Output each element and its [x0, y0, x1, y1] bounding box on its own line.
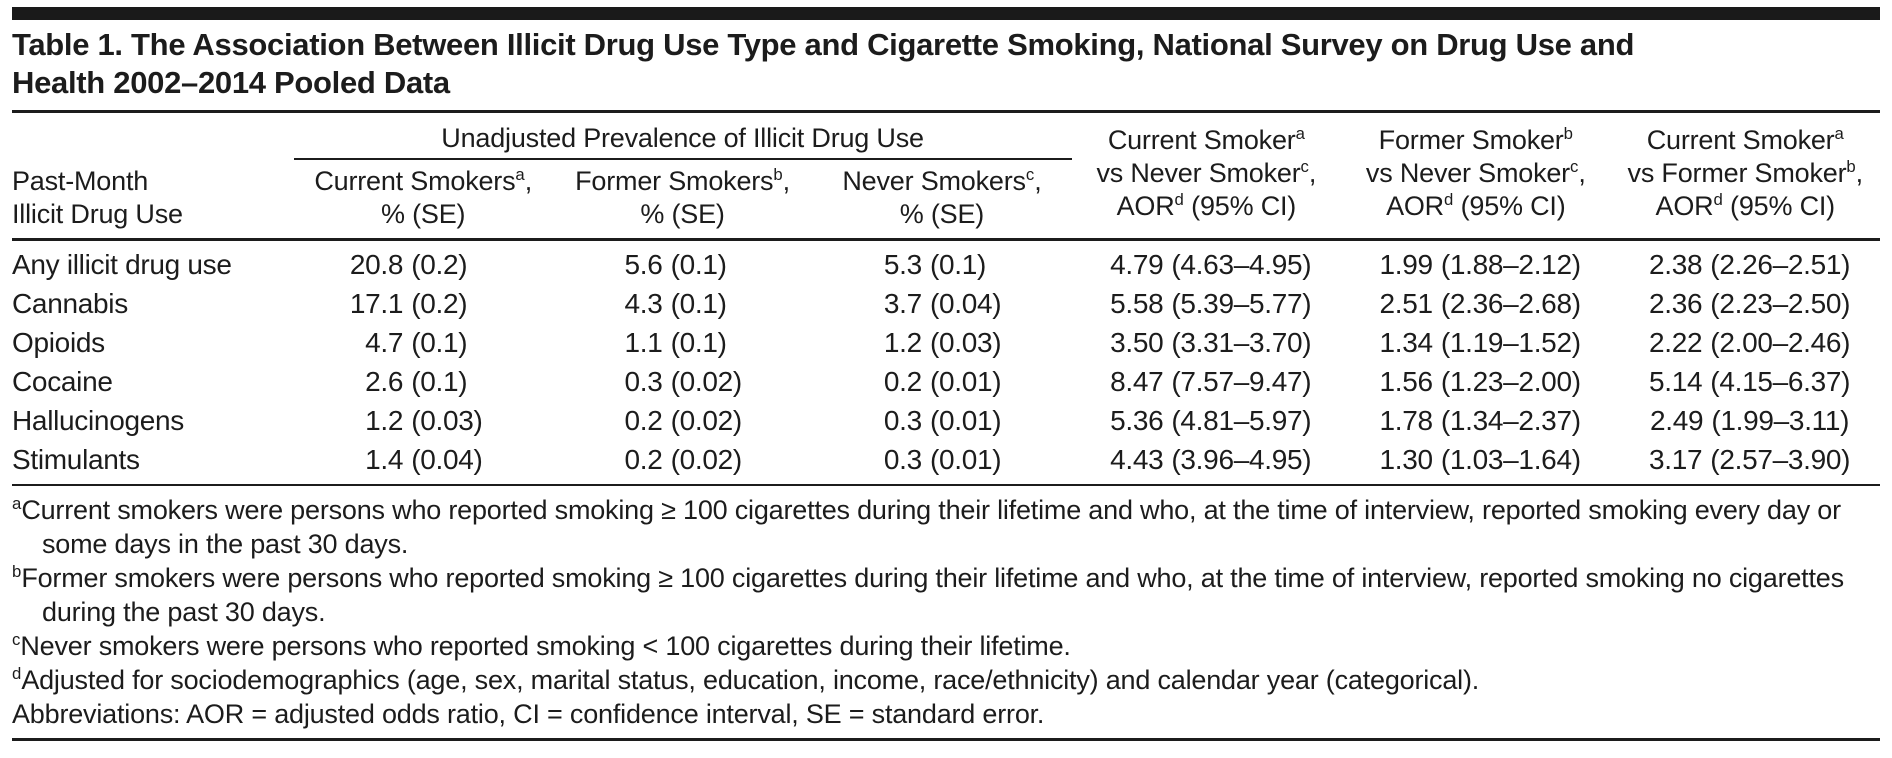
- table-row: Any illicit drug use 20.8 (0.2) 5.6 (0.1) 5.3…: [12, 240, 1880, 285]
- table-row: Cannabis 17.1 (0.2) 4.3 (0.1) 3.7 (0.04) 5.58 (5…: [12, 284, 1880, 323]
- table-cell: 3.17 (2.57–3.90): [1649, 444, 1851, 475]
- table-cell: 0.3 (0.01): [883, 444, 1002, 475]
- table-cell: 5.14 (4.15–6.37): [1649, 366, 1851, 397]
- table-cell: 5.36 (4.81–5.97): [1110, 405, 1312, 436]
- table-title-line-2: Health 2002–2014 Pooled Data: [12, 65, 450, 100]
- abbreviations-note: Abbreviations: AOR = adjusted odds ratio…: [12, 699, 1045, 729]
- table-cell: 2.36 (2.23–2.50): [1649, 288, 1851, 319]
- row-label: Hallucinogens: [12, 405, 184, 436]
- aor-col-header: Current Smokera vs Former Smokerb, AORd (9…: [1610, 111, 1880, 241]
- table-cell: 1.56 (1.23–2.00): [1379, 366, 1582, 397]
- table-cell: 1.34 (1.19–1.52): [1379, 327, 1582, 358]
- table-body: Any illicit drug use 20.8 (0.2) 5.6 (0.1) 5.3…: [12, 240, 1880, 485]
- table-header: Past-Month Illicit Drug Use Unadjusted P…: [12, 111, 1880, 241]
- table-cell: 2.6 (0.1): [365, 366, 468, 397]
- footnotes: aCurrent smokers were persons who report…: [12, 493, 1880, 731]
- table-cell: 3.7 (0.04): [883, 288, 1002, 319]
- footnote-b: bFormer smokers were persons who reporte…: [12, 562, 1844, 627]
- table-cell: 0.3 (0.02): [624, 366, 743, 397]
- table-cell: 2.22 (2.00–2.46): [1649, 327, 1851, 358]
- table-cell: 17.1 (0.2): [349, 288, 468, 319]
- table-cell: 0.2 (0.02): [624, 405, 743, 436]
- top-rule-bar: [12, 7, 1880, 20]
- table-cell: 1.78 (1.34–2.37): [1379, 405, 1582, 436]
- table-cell: 5.58 (5.39–5.77): [1110, 288, 1312, 319]
- data-table: Past-Month Illicit Drug Use Unadjusted P…: [12, 110, 1880, 486]
- table-cell: 2.38 (2.26–2.51): [1649, 249, 1851, 280]
- table-title-line-1: Table 1. The Association Between Illicit…: [12, 27, 1635, 62]
- table-cell: 1.99 (1.88–2.12): [1379, 249, 1582, 280]
- table-cell: 4.7 (0.1): [365, 327, 468, 358]
- table-title: Table 1. The Association Between Illicit…: [12, 26, 1880, 102]
- prevalence-col-header: Former Smokersb,% (SE): [552, 159, 813, 241]
- table-cell: 0.2 (0.01): [883, 366, 1002, 397]
- table-cell: 0.2 (0.02): [624, 444, 743, 475]
- table-row: Cocaine 2.6 (0.1) 0.3 (0.02) 0.2 (0.01) 8.47 (7.…: [12, 362, 1880, 401]
- footnote-d: dAdjusted for sociodemographics (age, se…: [12, 664, 1480, 695]
- table-cell: 4.79 (4.63–4.95): [1110, 249, 1312, 280]
- table-header-row-sub: Current Smokersa,% (SE) Former Smokersb,…: [12, 159, 1880, 241]
- table-cell: 3.50 (3.31–3.70): [1110, 327, 1312, 358]
- footnote-c: cNever smokers were persons who reported…: [12, 630, 1071, 661]
- table-header-row-top: Past-Month Illicit Drug Use Unadjusted P…: [12, 111, 1880, 241]
- prevalence-col-header: Current Smokersa,% (SE): [293, 159, 553, 241]
- table-row: Opioids 4.7 (0.1) 1.1 (0.1) 1.2 (0.03) 3.50 (3.3…: [12, 323, 1880, 362]
- table-row: Stimulants 1.4 (0.04) 0.2 (0.02) 0.3 (0.01) 4.4…: [12, 440, 1880, 485]
- prevalence-col-header: Never Smokersc,% (SE): [812, 159, 1072, 241]
- table-cell: 4.43 (3.96–4.95): [1110, 444, 1312, 475]
- table-cell: 20.8 (0.2): [349, 249, 468, 280]
- spanner-header: Unadjusted Prevalence of Illicit Drug Us…: [293, 111, 1072, 160]
- footnote-a: aCurrent smokers were persons who report…: [12, 494, 1841, 559]
- aor-col-header: Former Smokerb vs Never Smokerc, AORd (95%…: [1341, 111, 1611, 241]
- row-label: Cocaine: [12, 366, 113, 397]
- table-row: Hallucinogens 1.2 (0.03) 0.2 (0.02) 0.3 (0.01)…: [12, 401, 1880, 440]
- table-cell: 5.6 (0.1): [624, 249, 727, 280]
- table-cell: 1.2 (0.03): [365, 405, 483, 436]
- table-cell: 2.51 (2.36–2.68): [1379, 288, 1582, 319]
- page: Table 1. The Association Between Illicit…: [0, 7, 1892, 741]
- row-group-header: Past-Month Illicit Drug Use: [12, 111, 294, 241]
- table-cell: 1.1 (0.1): [624, 327, 727, 358]
- row-group-header-line-1: Past-Month: [12, 166, 149, 196]
- table-cell: 8.47 (7.57–9.47): [1110, 366, 1312, 397]
- table-cell: 1.30 (1.03–1.64): [1379, 444, 1582, 475]
- row-label: Opioids: [12, 327, 105, 358]
- table-cell: 5.3 (0.1): [883, 249, 987, 280]
- bottom-rule: [12, 738, 1880, 741]
- row-label: Cannabis: [12, 288, 128, 319]
- table-cell: 1.2 (0.03): [883, 327, 1002, 358]
- row-label: Stimulants: [12, 444, 140, 475]
- row-label: Any illicit drug use: [12, 249, 232, 280]
- row-group-header-line-2: Illicit Drug Use: [12, 199, 183, 229]
- table-cell: 1.4 (0.04): [365, 444, 483, 475]
- table-cell: 4.3 (0.1): [624, 288, 727, 319]
- aor-col-header: Current Smokera vs Never Smokerc, AORd (95…: [1071, 111, 1342, 241]
- table-cell: 2.49 (1.99–3.11): [1650, 405, 1850, 436]
- table-cell: 0.3 (0.01): [883, 405, 1002, 436]
